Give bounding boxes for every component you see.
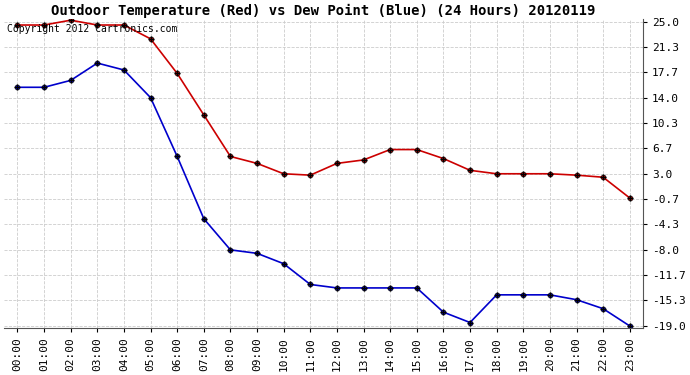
Title: Outdoor Temperature (Red) vs Dew Point (Blue) (24 Hours) 20120119: Outdoor Temperature (Red) vs Dew Point (… bbox=[52, 4, 595, 18]
Text: Copyright 2012 Cartronics.com: Copyright 2012 Cartronics.com bbox=[8, 24, 178, 34]
